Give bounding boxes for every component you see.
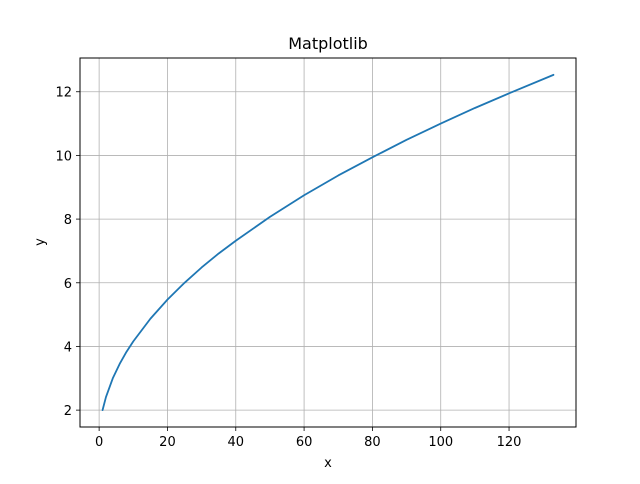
- series-line: [101, 73, 555, 412]
- x-tick-label: 60: [296, 435, 313, 450]
- y-tick-label: 12: [55, 86, 72, 101]
- y-tick-label: 10: [55, 149, 72, 164]
- y-axis-ticks: 2 4 6 8 10 12: [55, 86, 80, 419]
- x-tick-label: 80: [364, 435, 381, 450]
- x-tick-label: 40: [227, 435, 244, 450]
- x-tick-label: 0: [95, 435, 103, 450]
- x-axis-ticks: 0 20 40 60 80 100 120: [95, 427, 521, 450]
- series-layer: [101, 73, 555, 412]
- x-tick-label: 20: [159, 435, 176, 450]
- y-tick-label: 2: [64, 404, 72, 419]
- x-tick-label: 100: [428, 435, 453, 450]
- y-axis-label: y: [33, 238, 48, 246]
- plot-frame: [79, 57, 577, 428]
- chart-title: Matplotlib: [288, 34, 368, 53]
- y-tick-label: 4: [64, 340, 72, 355]
- x-axis-label: x: [324, 456, 332, 471]
- plot-background: [80, 58, 576, 427]
- y-tick-label: 8: [64, 213, 72, 228]
- grid: [80, 58, 576, 427]
- y-tick-label: 6: [64, 277, 72, 292]
- x-tick-label: 120: [497, 435, 522, 450]
